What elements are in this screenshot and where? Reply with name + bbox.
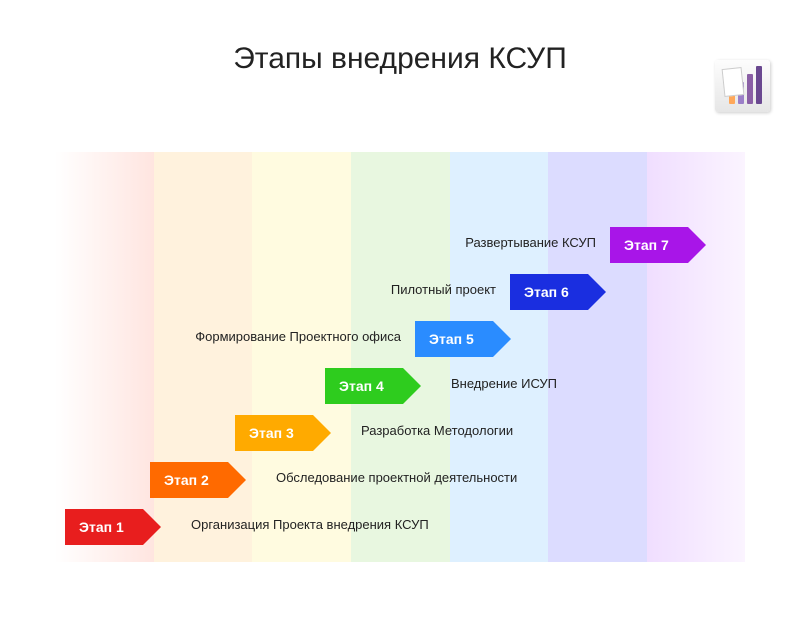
stage-tag: Этап 2 — [150, 462, 228, 498]
corner-paper — [722, 67, 745, 97]
stage-tag: Этап 7 — [610, 227, 688, 263]
step-row: Этап 3 Разработка Методологии — [55, 413, 745, 453]
stage-description: Разработка Методологии — [361, 423, 513, 438]
stage-description: Пилотный проект — [391, 282, 496, 297]
step-row: Этап 7 Развертывание КСУП — [55, 225, 745, 265]
stage-tag: Этап 4 — [325, 368, 403, 404]
corner-bar — [747, 74, 753, 104]
stage-description: Организация Проекта внедрения КСУП — [191, 517, 429, 532]
stage-description: Развертывание КСУП — [465, 235, 596, 250]
step-row: Этап 1 Организация Проекта внедрения КСУП — [55, 507, 745, 547]
stage-description: Внедрение ИСУП — [451, 376, 557, 391]
stage-tag: Этап 5 — [415, 321, 493, 357]
step-row: Этап 6 Пилотный проект — [55, 272, 745, 312]
stage-description: Формирование Проектного офиса — [195, 329, 401, 344]
corner-bar — [756, 66, 762, 104]
stage-description: Обследование проектной деятельности — [276, 470, 517, 485]
step-row: Этап 2 Обследование проектной деятельност… — [55, 460, 745, 500]
step-row: Этап 5 Формирование Проектного офиса — [55, 319, 745, 359]
corner-chart-icon — [715, 60, 770, 112]
page-title: Этапы внедрения КСУП — [0, 42, 800, 76]
step-row: Этап 4 Внедрение ИСУП — [55, 366, 745, 406]
stage-tag: Этап 3 — [235, 415, 313, 451]
steps-container: Этап 1 Организация Проекта внедрения КСУП… — [55, 152, 745, 562]
stage-tag: Этап 6 — [510, 274, 588, 310]
stage-tag: Этап 1 — [65, 509, 143, 545]
